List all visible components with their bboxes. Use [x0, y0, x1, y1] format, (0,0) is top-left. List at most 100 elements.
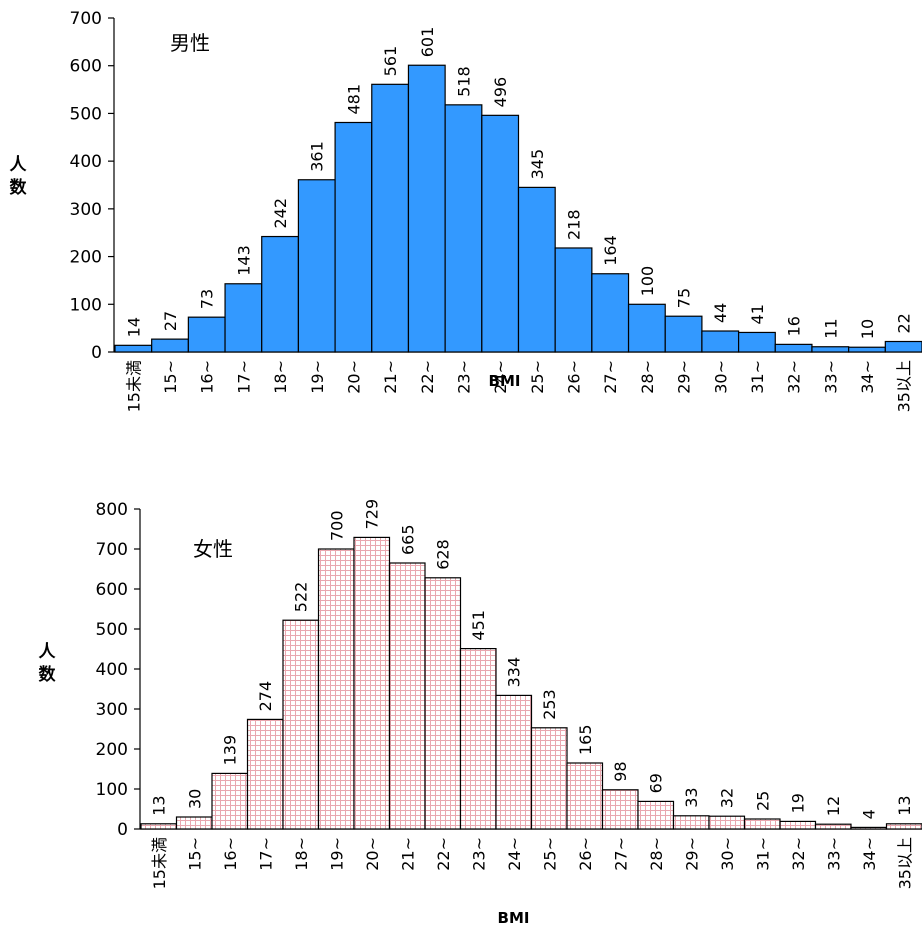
- male-category-label: 25~: [528, 360, 547, 394]
- male-category-label: 32~: [785, 360, 804, 394]
- female-bar: [424, 577, 462, 830]
- female-bar: [211, 772, 249, 830]
- male-y-tick-label: 0: [91, 343, 102, 363]
- female-y-tick-label: 100: [96, 780, 128, 800]
- male-bar: [371, 83, 410, 353]
- male-bar: [701, 330, 740, 353]
- male-value-label: 218: [565, 209, 584, 240]
- male-value-label: 16: [785, 316, 804, 336]
- female-x-title: BMI: [498, 909, 530, 927]
- male-bar: [334, 121, 373, 353]
- female-y-tick-label: 500: [96, 620, 128, 640]
- female-bar: [317, 548, 355, 830]
- female-category-label: 30~: [718, 837, 737, 871]
- male-category-label: 29~: [675, 360, 694, 394]
- male-bar: [114, 344, 153, 353]
- male-bar: [737, 331, 776, 353]
- female-category-label: 35以上: [895, 837, 914, 889]
- male-y-tick-label: 200: [70, 248, 102, 268]
- male-category-label: 22~: [418, 360, 437, 394]
- female-category-label: 23~: [469, 837, 488, 871]
- male-category-label: 27~: [601, 360, 620, 394]
- female-value-label: 4: [860, 809, 879, 819]
- female-value-label: 334: [505, 657, 524, 688]
- male-value-label: 345: [528, 149, 547, 180]
- female-category-label: 15未満: [150, 837, 169, 889]
- female-bar: [850, 826, 888, 830]
- male-category-label: 23~: [454, 360, 473, 394]
- male-category-label: 28~: [638, 360, 657, 394]
- female-bar: [459, 647, 497, 830]
- female-y-tick-label: 400: [96, 660, 128, 680]
- female-y-tick-label: 300: [96, 700, 128, 720]
- male-bar: [187, 316, 226, 353]
- female-value-label: 700: [327, 510, 346, 541]
- male-value-label: 44: [711, 303, 730, 323]
- male-y-tick-label: 300: [70, 200, 102, 220]
- male-value-label: 41: [748, 304, 767, 324]
- female-y-tick-label: 700: [96, 540, 128, 560]
- male-value-label: 481: [344, 84, 363, 115]
- female-category-label: 33~: [824, 837, 843, 871]
- female-value-label: 25: [753, 791, 772, 811]
- male-value-label: 561: [381, 46, 400, 77]
- female-value-label: 69: [647, 773, 666, 793]
- male-bar: [151, 338, 189, 353]
- female-value-label: 451: [469, 610, 488, 641]
- male-value-label: 22: [895, 313, 914, 333]
- male-panel-title: 男性: [170, 31, 210, 55]
- female-bar: [779, 820, 817, 830]
- female-category-label: 21~: [398, 837, 417, 871]
- female-category-label: 28~: [647, 837, 666, 871]
- female-value-label: 33: [682, 787, 701, 807]
- male-value-label: 27: [161, 311, 180, 331]
- male-value-label: 10: [858, 319, 877, 339]
- male-value-label: 601: [418, 27, 437, 58]
- female-bar: [743, 818, 781, 830]
- male-bar: [811, 346, 850, 353]
- female-bar: [814, 823, 852, 830]
- male-bar: [261, 235, 300, 353]
- male-value-label: 496: [491, 77, 510, 108]
- female-value-label: 165: [576, 724, 595, 755]
- male-y-tick-label: 400: [70, 152, 102, 172]
- male-y-tick-label: 600: [70, 57, 102, 77]
- male-value-label: 14: [124, 317, 143, 337]
- female-category-label: 29~: [682, 837, 701, 871]
- female-y-tick-label: 200: [96, 740, 128, 760]
- female-value-label: 32: [718, 788, 737, 808]
- male-category-label: 21~: [381, 360, 400, 394]
- female-bar: [672, 815, 710, 830]
- female-bar: [388, 562, 426, 830]
- male-category-label: 30~: [711, 360, 730, 394]
- female-category-label: 32~: [789, 837, 808, 871]
- male-bar: [774, 343, 813, 353]
- male-category-label: 26~: [565, 360, 584, 394]
- male-bar: [481, 114, 520, 353]
- male-bar: [517, 186, 556, 353]
- female-value-label: 729: [363, 499, 382, 530]
- female-value-label: 665: [398, 524, 417, 555]
- female-value-label: 522: [292, 582, 311, 613]
- male-y-tick-label: 500: [70, 104, 102, 124]
- male-value-label: 164: [601, 235, 620, 266]
- male-bar: [591, 273, 630, 353]
- male-value-label: 11: [821, 318, 840, 338]
- male-bar: [664, 315, 703, 353]
- female-category-label: 15~: [185, 837, 204, 871]
- male-category-label: 18~: [271, 360, 290, 394]
- female-bar: [530, 727, 568, 830]
- male-category-label: 35以上: [895, 360, 914, 412]
- female-y-title-char: 数: [39, 664, 57, 685]
- male-y-tick-label: 100: [70, 295, 102, 315]
- female-category-label: 16~: [221, 837, 240, 871]
- male-category-label: 34~: [858, 360, 877, 394]
- female-y-title-char: 人: [39, 642, 57, 662]
- female-bar: [353, 536, 391, 830]
- male-bar: [407, 64, 446, 353]
- male-value-label: 242: [271, 198, 290, 229]
- male-category-label: 19~: [308, 360, 327, 394]
- male-y-tick-label: 700: [70, 9, 102, 29]
